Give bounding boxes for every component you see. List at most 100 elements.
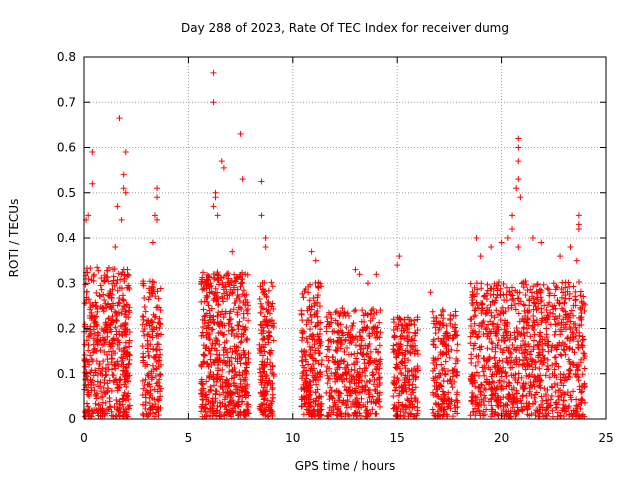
data-point [577, 288, 584, 295]
data-point [264, 356, 271, 363]
data-point [243, 370, 250, 377]
data-point [443, 349, 450, 356]
data-point [370, 371, 377, 378]
data-point [215, 301, 222, 308]
data-point [551, 380, 558, 387]
data-point [561, 408, 568, 415]
data-point [476, 328, 483, 335]
data-point [536, 365, 543, 372]
data-point [438, 361, 445, 368]
data-point [234, 384, 241, 391]
data-point [350, 320, 357, 327]
data-point [558, 285, 565, 292]
data-point [312, 376, 319, 383]
data-point [559, 389, 566, 396]
data-point [198, 408, 205, 415]
data-point [200, 306, 207, 313]
data-point [473, 299, 480, 306]
data-point [221, 339, 228, 346]
data-point [545, 313, 552, 320]
data-point [220, 314, 227, 321]
data-point [523, 400, 530, 407]
data-point [226, 316, 233, 323]
data-point [484, 345, 491, 352]
data-point [541, 355, 548, 362]
data-point [409, 401, 416, 408]
data-point [484, 357, 491, 364]
data-point [352, 342, 359, 349]
data-point [200, 285, 207, 292]
data-point [399, 360, 406, 367]
data-point [156, 325, 163, 332]
data-point [443, 322, 450, 329]
data-point [85, 275, 92, 282]
data-point [300, 411, 307, 418]
data-point [376, 403, 383, 410]
data-point [262, 244, 269, 251]
data-point [562, 284, 569, 291]
data-point [509, 342, 516, 349]
data-point [110, 372, 117, 379]
data-point [234, 309, 241, 316]
data-point [372, 410, 379, 417]
data-point [331, 399, 338, 406]
data-point [444, 333, 451, 340]
data-point [500, 291, 507, 298]
data-point [269, 386, 276, 393]
data-point [153, 347, 160, 354]
data-point [368, 307, 375, 314]
data-point [208, 319, 215, 326]
data-point [329, 328, 336, 335]
data-point [545, 366, 552, 373]
data-point [487, 386, 494, 393]
data-point [145, 381, 152, 388]
data-point [112, 244, 119, 251]
data-point [368, 398, 375, 405]
data-point [501, 322, 508, 329]
data-point [81, 341, 88, 348]
data-point [244, 299, 251, 306]
data-point [489, 340, 496, 347]
data-point [148, 368, 155, 375]
data-point [95, 365, 102, 372]
data-point [342, 337, 349, 344]
data-point [376, 374, 383, 381]
data-point [323, 389, 330, 396]
data-point [374, 333, 381, 340]
data-point [245, 317, 252, 324]
data-point [373, 271, 380, 278]
data-point [87, 369, 94, 376]
data-point [94, 332, 101, 339]
data-point [232, 368, 239, 375]
data-point [199, 381, 206, 388]
data-point [307, 353, 314, 360]
data-point [201, 406, 208, 413]
data-point [244, 271, 251, 278]
data-point [364, 323, 371, 330]
data-point [365, 360, 372, 367]
data-point [517, 331, 524, 338]
data-point [405, 413, 412, 420]
data-point [343, 402, 350, 409]
data-point [390, 342, 397, 349]
data-point [332, 309, 339, 316]
data-point [325, 357, 332, 364]
data-point [141, 332, 148, 339]
data-point [333, 411, 340, 418]
data-point [488, 402, 495, 409]
data-point [348, 366, 355, 373]
data-point [217, 403, 224, 410]
data-point [408, 320, 415, 327]
data-point [144, 331, 151, 338]
data-point [438, 404, 445, 411]
data-point [202, 401, 209, 408]
data-point [156, 370, 163, 377]
data-point [454, 341, 461, 348]
data-point [267, 359, 274, 366]
data-point [203, 413, 210, 420]
data-point [472, 412, 479, 419]
data-point [550, 306, 557, 313]
data-point [151, 279, 158, 286]
data-point [390, 377, 397, 384]
